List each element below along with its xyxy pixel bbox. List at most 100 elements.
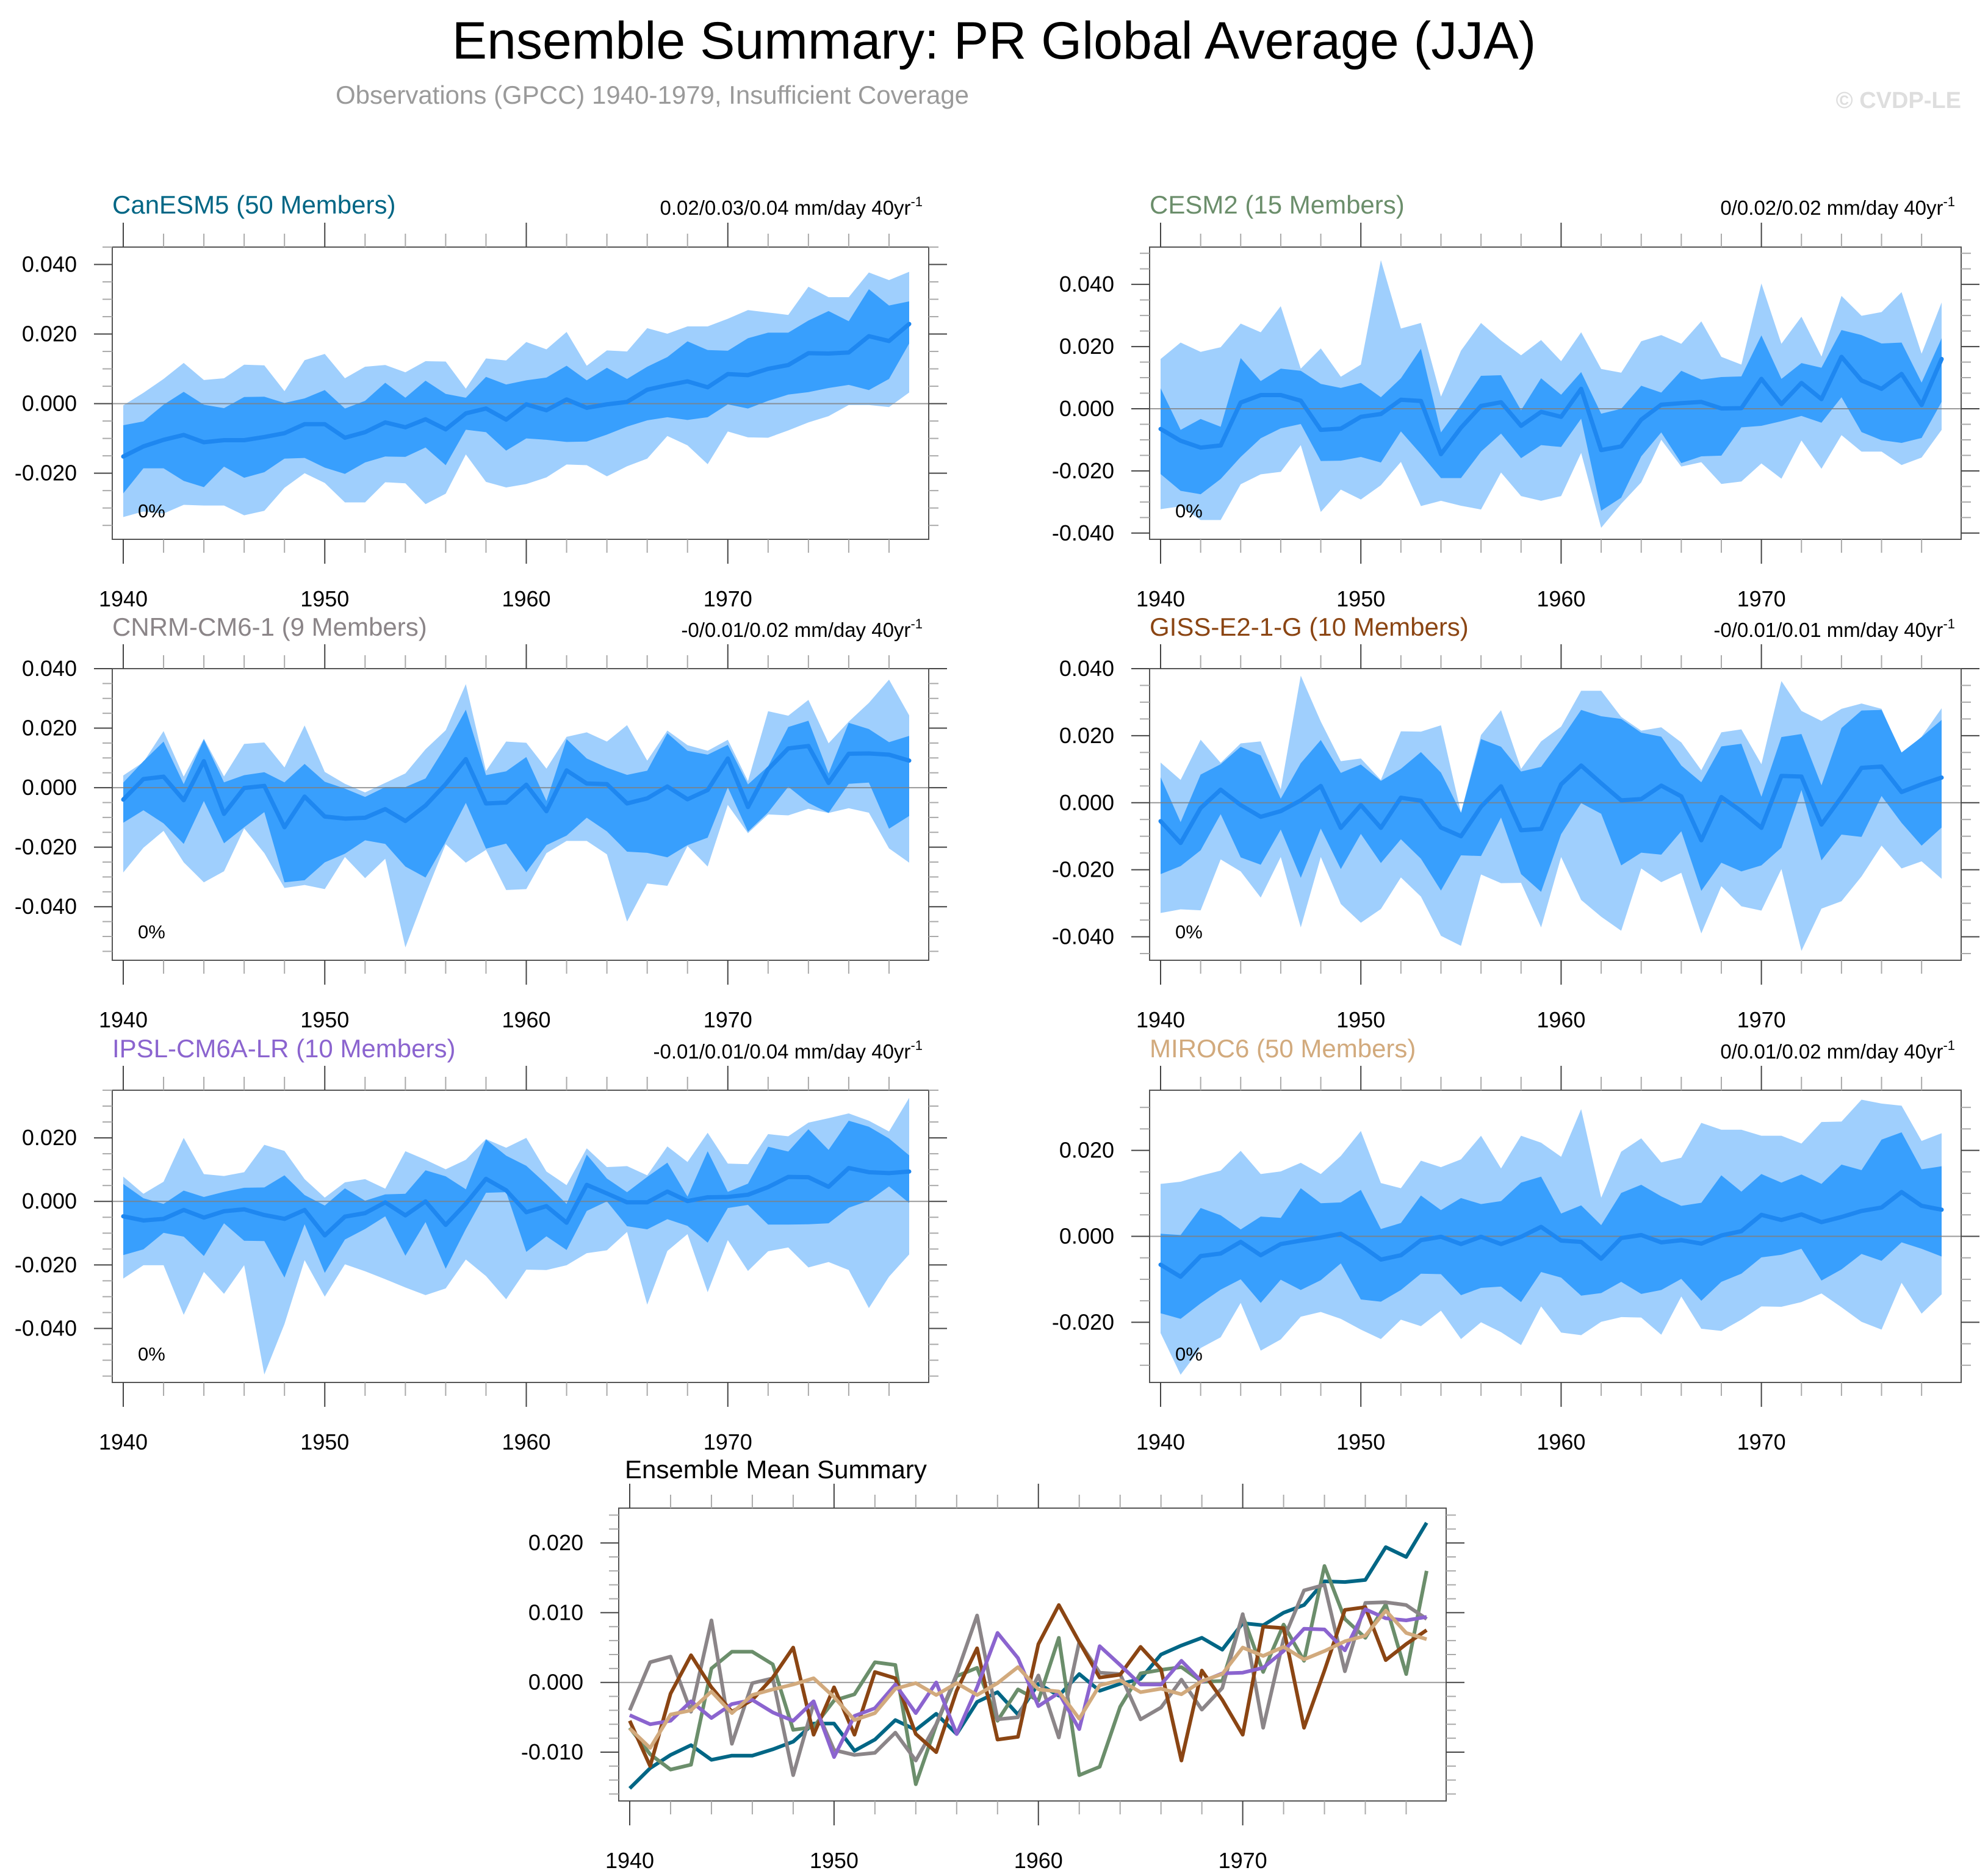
x-tick-label: 1950 [1336, 1007, 1385, 1032]
page-title: Ensemble Summary: PR Global Average (JJA… [452, 12, 1536, 70]
y-tick-label: -0.040 [15, 1315, 77, 1340]
trend-label: -0.01/0.01/0.04 mm/day 40yr-1 [654, 1038, 923, 1063]
y-tick-label: -0.020 [15, 461, 77, 486]
panel-title: IPSL-CM6A-LR (10 Members) [112, 1034, 455, 1063]
panel-cnrm-cm6-1: CNRM-CM6-1 (9 Members) -0/0.01/0.02 mm/da… [15, 613, 947, 1032]
y-tick-label: -0.020 [1052, 1309, 1114, 1334]
inner-band [1161, 330, 1942, 511]
y-tick-label: 0.000 [1059, 396, 1114, 421]
x-tick-label: 1950 [810, 1848, 859, 1873]
x-tick-label: 1940 [99, 1007, 148, 1032]
x-tick-label: 1970 [704, 1007, 752, 1032]
inner-band [1161, 1132, 1942, 1319]
y-tick-label: -0.020 [1052, 458, 1114, 483]
x-tick-label: 1940 [1136, 1007, 1185, 1032]
ensemble-mean-line [1158, 763, 1944, 846]
series-line-ipsl-cm6a-lr [628, 1607, 1427, 1759]
series-line-giss-e2-1-g [628, 1603, 1428, 1768]
page-subtitle: Observations (GPCC) 1940-1979, Insuffici… [335, 81, 970, 109]
y-tick-label: 0.040 [1059, 271, 1114, 296]
y-tick-label: 0.040 [22, 656, 77, 681]
panel-ipsl-cm6a-lr: IPSL-CM6A-LR (10 Members) -0.01/0.01/0.04… [15, 1034, 947, 1454]
y-tick-label: -0.020 [15, 835, 77, 860]
percent-label: 0% [1175, 500, 1203, 522]
x-tick-label: 1950 [300, 1007, 349, 1032]
y-tick-label: 0.020 [22, 1125, 77, 1150]
ensemble-mean-line [121, 744, 912, 830]
ensemble-mean-line [121, 1166, 912, 1238]
x-tick-label: 1940 [99, 586, 148, 611]
panel-title: CNRM-CM6-1 (9 Members) [112, 613, 427, 641]
percent-label: 0% [138, 500, 165, 522]
trend-label: -0/0.01/0.01 mm/day 40yr-1 [1713, 616, 1955, 641]
x-tick-label: 1960 [502, 586, 550, 611]
y-tick-label: 0.040 [22, 252, 77, 277]
x-tick-label: 1960 [1536, 1429, 1585, 1454]
x-tick-label: 1950 [1336, 586, 1385, 611]
panel-ensemble: Ensemble Mean Summary 1940 1950 1960 1970 0.0… [521, 1455, 1464, 1873]
ensemble-mean-line [121, 322, 912, 459]
y-tick-label: -0.040 [1052, 520, 1114, 545]
y-tick-label: 0.020 [22, 322, 77, 347]
panel-miroc6: MIROC6 (50 Members) 0/0.01/0.02 mm/day 40… [1052, 1034, 1979, 1454]
x-tick-label: 1950 [1336, 1429, 1385, 1454]
x-tick-label: 1970 [1219, 1848, 1267, 1873]
x-tick-label: 1960 [1536, 1007, 1585, 1032]
x-tick-label: 1950 [300, 1429, 349, 1454]
y-tick-label: 0.040 [1059, 656, 1114, 681]
x-tick-label: 1960 [502, 1007, 550, 1032]
y-tick-label: 0.010 [528, 1600, 583, 1625]
x-tick-label: 1950 [300, 586, 349, 611]
x-tick-label: 1960 [502, 1429, 550, 1454]
ensemble-mean-line [1158, 1190, 1944, 1279]
y-tick-label: -0.040 [15, 894, 77, 919]
x-tick-label: 1970 [704, 586, 752, 611]
trend-label: 0.02/0.03/0.04 mm/day 40yr-1 [660, 194, 923, 219]
x-tick-label: 1970 [704, 1429, 752, 1454]
percent-label: 0% [1175, 1343, 1203, 1365]
y-tick-label: 0.020 [1059, 723, 1114, 748]
y-tick-label: -0.020 [1052, 857, 1114, 882]
panel-cesm2: CESM2 (15 Members) 0/0.02/0.02 mm/day 40y… [1052, 190, 1979, 611]
y-tick-label: 0.020 [1059, 334, 1114, 359]
panel-title: CESM2 (15 Members) [1150, 190, 1405, 219]
series-line-canesm5 [628, 1522, 1428, 1790]
plot-frame [112, 668, 929, 961]
plot-frame [112, 246, 929, 540]
plot-frame [112, 1090, 929, 1383]
trend-label: 0/0.01/0.02 mm/day 40yr-1 [1720, 1038, 1955, 1063]
y-tick-label: 0.000 [22, 1188, 77, 1213]
y-tick-label: 0.000 [22, 391, 77, 416]
y-tick-label: -0.010 [521, 1739, 583, 1764]
y-tick-label: 0.000 [1059, 1224, 1114, 1249]
trend-label: 0/0.02/0.02 mm/day 40yr-1 [1720, 194, 1955, 219]
x-tick-label: 1970 [1737, 1429, 1786, 1454]
panel-title: MIROC6 (50 Members) [1150, 1034, 1416, 1063]
percent-label: 0% [138, 1343, 165, 1365]
y-tick-label: 0.020 [528, 1530, 583, 1555]
percent-label: 0% [1175, 921, 1203, 943]
y-tick-label: 0.020 [1059, 1138, 1114, 1163]
copyright-watermark: © CVDP-LE [1835, 88, 1961, 113]
x-tick-label: 1940 [605, 1848, 654, 1873]
panel-title: GISS-E2-1-G (10 Members) [1150, 613, 1469, 641]
panel-title: CanESM5 (50 Members) [112, 190, 395, 219]
y-tick-label: 0.020 [22, 716, 77, 741]
panel-title: Ensemble Mean Summary [625, 1455, 927, 1484]
x-tick-label: 1940 [1136, 1429, 1185, 1454]
x-tick-label: 1970 [1737, 586, 1786, 611]
x-tick-label: 1960 [1536, 586, 1585, 611]
trend-label: -0/0.01/0.02 mm/day 40yr-1 [681, 616, 923, 641]
x-tick-label: 1960 [1014, 1848, 1063, 1873]
x-tick-label: 1940 [1136, 586, 1185, 611]
x-tick-label: 1940 [99, 1429, 148, 1454]
y-tick-label: 0.000 [1059, 790, 1114, 815]
y-tick-label: -0.020 [15, 1252, 77, 1277]
y-tick-label: 0.000 [528, 1670, 583, 1695]
series-line-miroc6 [628, 1609, 1427, 1750]
ensemble-mean-line [1158, 354, 1944, 456]
inner-band [123, 289, 909, 494]
panel-giss-e2-1-g: GISS-E2-1-G (10 Members) -0/0.01/0.01 mm/… [1052, 613, 1979, 1032]
plot-frame [1149, 668, 1962, 961]
